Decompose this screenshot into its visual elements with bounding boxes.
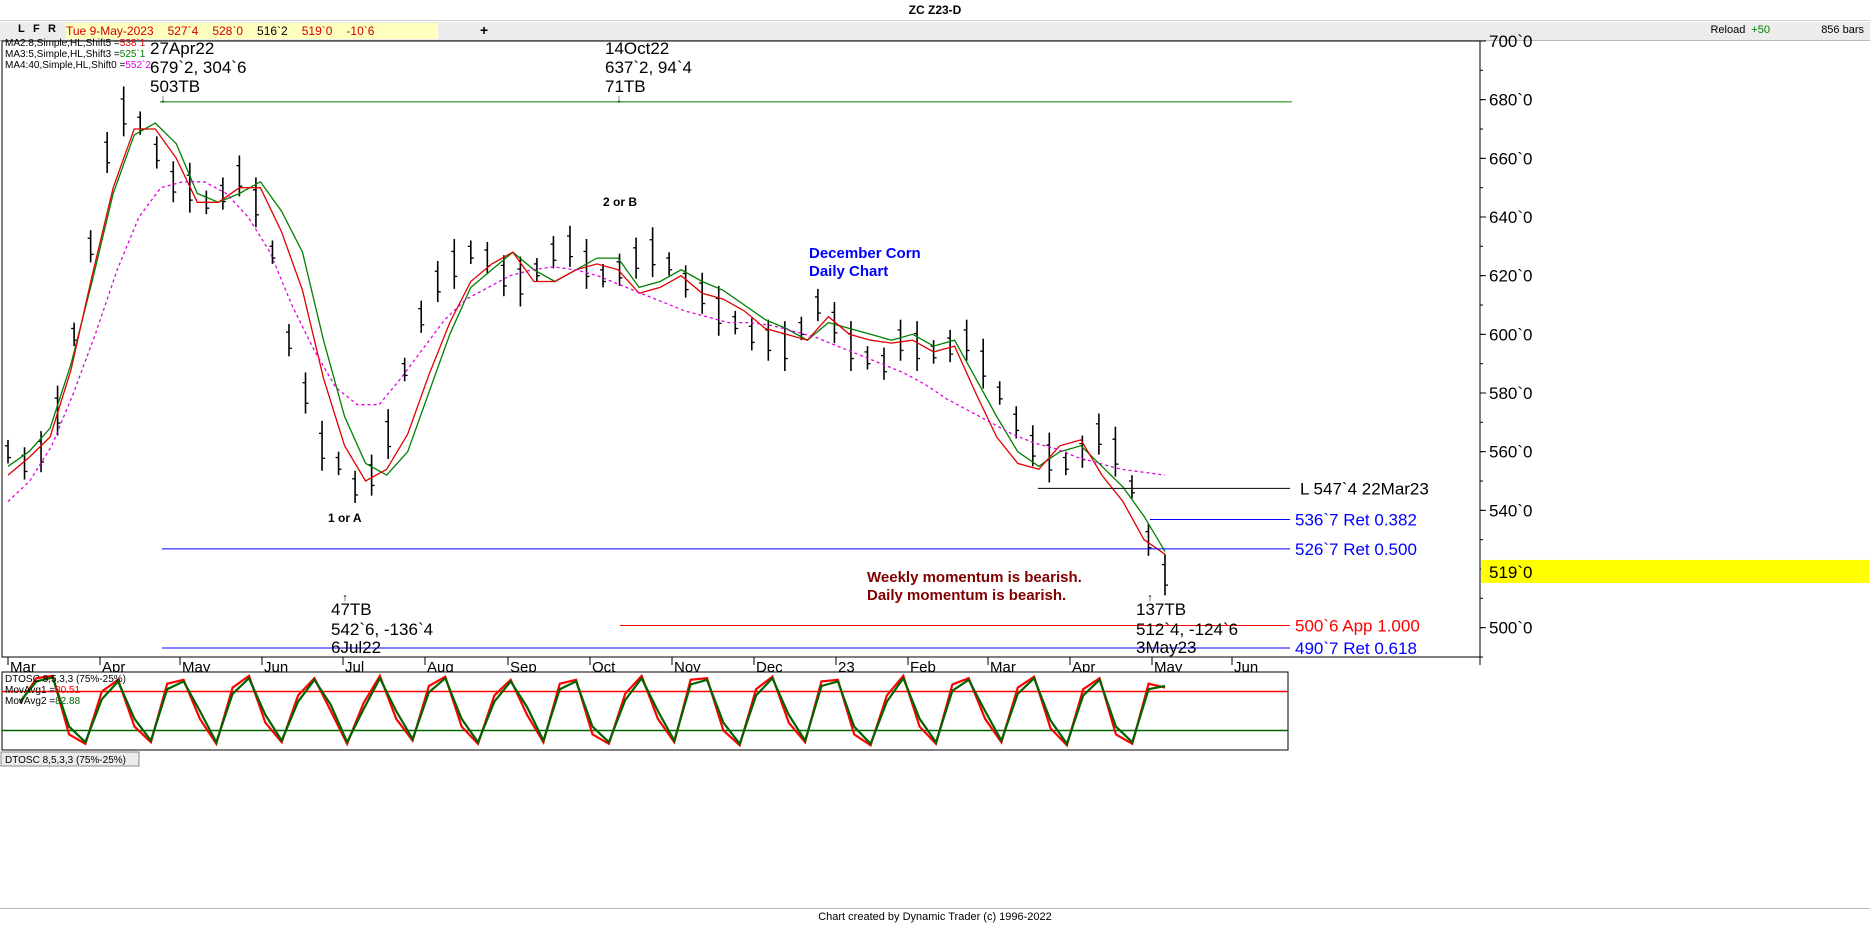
credit-text: Chart created by Dynamic Trader (c) 1996… <box>818 911 1052 923</box>
swing-jul-bars: 47TB <box>331 600 372 619</box>
swing-high-arrow: ↓ <box>160 93 166 105</box>
dtosc-slow-line <box>19 675 1166 747</box>
r-button[interactable]: R <box>48 23 56 35</box>
dtosc-legend-value: 80.51 <box>55 685 80 696</box>
price-tick-label: 640`0 <box>1489 208 1532 227</box>
bars-count: 856 bars <box>1821 24 1864 36</box>
quote-high: 528`0 <box>212 24 244 38</box>
ret-0382-level-label: 536`7 Ret 0.382 <box>1295 511 1417 530</box>
chart-symbol-title: ZC Z23-D <box>908 3 962 17</box>
chart-subtitle: Daily Chart <box>809 263 888 280</box>
quote-readout: Tue 9-May-2023 527`4 528`0 516`2 519`0 -10`6 <box>66 23 438 39</box>
quote-low: 516`2 <box>257 24 288 38</box>
f-button[interactable]: F <box>33 23 40 35</box>
quote-date: Tue 9-May-2023 <box>66 24 154 38</box>
ma-legend-label: MA2:8,Simple,HL,Shift5 =538`1 <box>5 37 146 49</box>
price-tick-label: 700`0 <box>1489 32 1532 51</box>
current-price-box <box>1481 559 1869 583</box>
ma-40-line <box>7 181 1166 502</box>
price-tick-label: 680`0 <box>1489 91 1532 110</box>
price-tick-label: 600`0 <box>1489 325 1532 344</box>
wave-label-1-or-a: 1 or A <box>328 511 362 525</box>
dtosc-legend-label: MovAvg1 =80.51 <box>5 685 81 696</box>
swing-may-date: 3May23 <box>1136 638 1196 657</box>
reload-plus: +50 <box>1751 24 1770 36</box>
price-panel-frame <box>1 40 1481 658</box>
swing-low-level-label: L 547`4 22Mar23 <box>1300 479 1429 498</box>
price-tick-label: 500`0 <box>1489 619 1532 638</box>
quote-close: 519`0 <box>301 24 333 38</box>
ma-legend-value: 552`2 <box>125 59 151 71</box>
ma-legend-label: MA4:40,Simple,HL,Shift0 =552`2 <box>5 59 151 71</box>
swing-jul-date: 6Jul22 <box>331 638 381 657</box>
quote-change: -10`6 <box>346 24 375 38</box>
reload-button[interactable]: Reload +50 <box>1710 24 1770 36</box>
price-tick-label: 560`0 <box>1489 443 1532 462</box>
ma-legend-label: MA3:5,Simple,HL,Shift3 =525`1 <box>5 48 146 60</box>
swing-jul-range: 542`6, -136`4 <box>331 620 433 639</box>
l-button[interactable]: L <box>18 23 25 35</box>
footer: Chart created by Dynamic Trader (c) 1996… <box>0 908 1870 927</box>
wave-label-2-or-b: 2 or B <box>603 195 637 209</box>
ma-5-line <box>7 128 1166 555</box>
price-tick-label: 580`0 <box>1489 384 1532 403</box>
ret-0500-level-label: 526`7 Ret 0.500 <box>1295 540 1417 559</box>
swing-oct-arrow: ↓ <box>616 93 622 105</box>
price-tick-label: 620`0 <box>1489 267 1532 286</box>
ma-legend-value: 538`1 <box>120 37 146 49</box>
dtosc-title: DTOSC 8,5,3,3 (75%-25%) <box>5 674 126 685</box>
add-button[interactable]: + <box>480 22 489 38</box>
swing-oct-bars: 71TB <box>605 77 646 96</box>
swing-may-range: 512`4, -124`6 <box>1136 620 1238 639</box>
price-tick-label: 660`0 <box>1489 149 1532 168</box>
ma-legend-value: 525`1 <box>120 48 146 60</box>
swing-may-arrow: ↑ <box>1147 592 1153 604</box>
ret-0618-level-label: 490`7 Ret 0.618 <box>1295 639 1417 658</box>
window-titlebar: ZC Z23-D <box>0 0 1870 21</box>
current-price-label: 519`0 <box>1489 563 1532 582</box>
swing-oct-range: 637`2, 94`4 <box>605 58 692 77</box>
swing-may-bars: 137TB <box>1136 600 1186 619</box>
note-weekly-momentum: Weekly momentum is bearish. <box>867 569 1082 586</box>
dtosc-legend-label: MovAvg2 =82.88 <box>5 696 81 707</box>
app-1000-level-label: 500`6 App 1.000 <box>1295 616 1420 635</box>
note-daily-momentum: Daily momentum is bearish. <box>867 587 1066 604</box>
dtosc-legend-value: 82.88 <box>55 696 80 707</box>
dtosc-tab <box>0 751 140 767</box>
chart-title: December Corn <box>809 245 921 262</box>
swing-high-bars: 503TB <box>150 77 200 96</box>
swing-high-range: 679`2, 304`6 <box>150 58 246 77</box>
ma-8-line <box>7 122 1166 552</box>
dtosc-tab-label[interactable]: DTOSC 8,5,3,3 (75%-25%) <box>5 755 126 766</box>
swing-high-date: 27Apr22 <box>150 39 214 58</box>
quote-open: 527`4 <box>167 24 199 38</box>
swing-oct-date: 14Oct22 <box>605 39 669 58</box>
swing-jul-arrow: ↑ <box>342 592 348 604</box>
price-tick-label: 540`0 <box>1489 501 1532 520</box>
reload-label: Reload <box>1710 24 1746 36</box>
